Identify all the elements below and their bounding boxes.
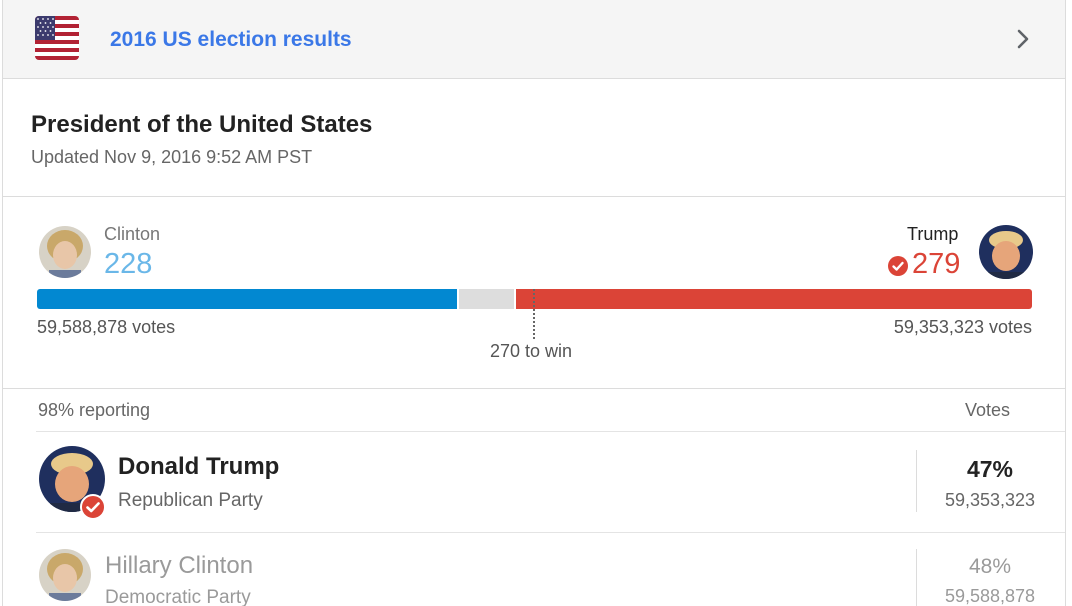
- trump-popular-votes: 59,353,323 votes: [893, 317, 1032, 337]
- candidate-party: Republican Party: [118, 490, 263, 511]
- check-circle-icon: [888, 256, 908, 276]
- votes-column-header: Votes: [965, 400, 1011, 420]
- updated-timestamp: Updated Nov 9, 2016 9:52 AM PST: [31, 147, 313, 167]
- table-row[interactable]: Donald Trump Republican Party 47% 59,353…: [3, 432, 1065, 532]
- divider: [3, 388, 1065, 389]
- results-header-link[interactable]: 2016 US election results: [3, 0, 1065, 79]
- win-threshold-label: 270 to win: [490, 341, 573, 361]
- chevron-right-icon[interactable]: [1011, 27, 1035, 51]
- candidate-party: Democratic Party: [105, 587, 251, 606]
- trump-summary-name: Trump: [907, 224, 959, 244]
- trump-avatar: [979, 225, 1033, 279]
- trump-electoral-votes: 279: [912, 248, 961, 280]
- divider: [3, 196, 1065, 197]
- clinton-popular-votes: 59,588,878 votes: [37, 317, 176, 337]
- vote-percent: 48%: [968, 555, 1012, 578]
- win-threshold-marker: [533, 289, 535, 339]
- reporting-status: 98% reporting: [38, 400, 151, 420]
- us-flag-icon: [35, 16, 79, 60]
- clinton-electoral-votes: 228: [104, 248, 153, 280]
- row-divider: [36, 532, 1065, 533]
- vote-percent: 47%: [966, 456, 1014, 482]
- row-divider: [36, 431, 1065, 432]
- clinton-electoral-bar: [37, 289, 457, 309]
- clinton-avatar: [39, 549, 91, 601]
- clinton-summary-name: Clinton: [104, 224, 161, 244]
- undecided-electoral-bar: [458, 289, 514, 309]
- winner-check-icon: [80, 494, 106, 520]
- vote-count: 59,588,878: [944, 586, 1036, 606]
- table-row[interactable]: Hillary Clinton Democratic Party 48% 59,…: [3, 533, 1065, 606]
- clinton-avatar: [39, 226, 91, 278]
- column-divider: [916, 450, 917, 512]
- race-title: President of the United States: [31, 111, 373, 138]
- candidate-name: Donald Trump: [118, 453, 280, 480]
- candidate-name: Hillary Clinton: [105, 552, 254, 579]
- header-title[interactable]: 2016 US election results: [110, 28, 352, 51]
- trump-electoral-bar: [516, 289, 1032, 309]
- vote-count: 59,353,323: [944, 490, 1036, 510]
- column-divider: [916, 549, 917, 606]
